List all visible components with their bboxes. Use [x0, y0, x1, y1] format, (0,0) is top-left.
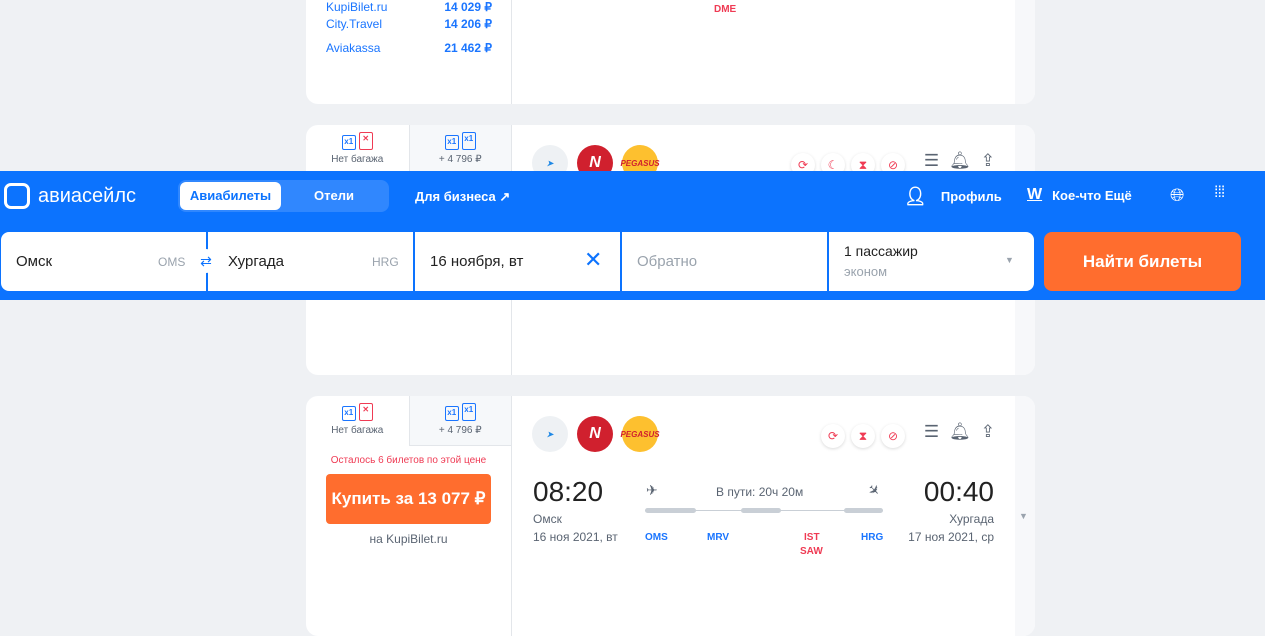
more-logo-icon: W [1027, 186, 1043, 203]
destination-field[interactable]: Хургада HRG [208, 232, 413, 291]
landing-icon: ✈ [864, 480, 885, 500]
arrival-time: 00:40 [923, 476, 994, 507]
expand-chevron-icon[interactable]: ▼ [1019, 511, 1028, 521]
takeoff-icon: ✈ [646, 482, 658, 498]
luggage-icon: x1 [461, 132, 476, 150]
profile-label: Профиль [940, 189, 1002, 204]
hand-bag-icon: x1 [341, 135, 356, 150]
airline-logo-pegasus: PEGASUS [620, 416, 660, 452]
tab-with-baggage[interactable]: x1 x1 + 4 796 ₽ [408, 396, 511, 446]
no-luggage-icon: ✕ [358, 132, 373, 150]
business-link[interactable]: Для бизнеса ↗ [415, 189, 511, 204]
departure-time: 08:20 [533, 476, 604, 507]
depart-date-value: 16 ноября, вт [430, 253, 524, 270]
destination-value: Хургада [228, 253, 284, 270]
ticket-card-1: KupiBilet.ru 14 029 ₽ City.Travel 14 206 ₽… [306, 0, 1035, 104]
stop-oms: OMS [645, 532, 668, 543]
agency-link[interactable]: на KupiBilet.ru [369, 532, 448, 546]
return-placeholder: Обратно [637, 253, 698, 270]
hand-bag-icon: x1 [444, 406, 459, 421]
agency-price: 21 462 ₽ [444, 41, 492, 55]
share-icon[interactable]: ⇪ [980, 151, 995, 170]
tab-label: + 4 796 ₽ [438, 425, 482, 436]
agency-price: 14 206 ₽ [444, 17, 492, 31]
search-button[interactable]: Найти билеты [1044, 232, 1241, 291]
agency-row[interactable]: Aviakassa 21 462 ₽ [326, 41, 492, 55]
destination-iata: HRG [372, 255, 399, 269]
transfer-icon: ⟳ [821, 424, 845, 448]
ticket-card-3: x1 ✕ Нет багажа x1 x1 + 4 796 ₽ Осталось 6 б… [306, 396, 1035, 636]
flight-segment [844, 508, 883, 513]
user-icon: 👤︎ [904, 186, 927, 206]
origin-value: Омск [16, 253, 53, 270]
origin-field[interactable]: Омск OMS [1, 232, 206, 291]
hand-bag-icon: x1 [444, 135, 459, 150]
add-list-icon[interactable]: ☰ [923, 422, 940, 441]
flight-segment [741, 508, 781, 513]
product-tabs: Авиабилеты Отели [178, 180, 389, 212]
more-label: Кое-что Ещё [1052, 187, 1132, 203]
logo[interactable]: авиасейлс [4, 183, 136, 209]
apps-grid-icon[interactable]: ⁞⁞⁞ [1214, 184, 1225, 201]
departure-date: 16 ноя 2021, вт [533, 530, 618, 544]
stop-ist: IST [804, 532, 820, 543]
origin-iata: OMS [158, 255, 186, 269]
flight-segment [645, 508, 696, 513]
logo-icon [4, 183, 30, 209]
agency-list: KupiBilet.ru 14 029 ₽ City.Travel 14 206 ₽… [306, 0, 512, 104]
departure-city: Омск [533, 512, 562, 526]
tab-label: + 4 796 ₽ [438, 154, 482, 165]
airline-logo-1: ➤ [532, 416, 568, 452]
profile-button[interactable]: 👤︎ Профиль [904, 186, 1002, 207]
stop-mrv: MRV [707, 532, 730, 543]
tickets-left-notice: Осталось 6 билетов по этой цене [330, 455, 487, 466]
tab-label: Нет багажа [331, 425, 384, 436]
no-luggage-icon: ✕ [358, 403, 373, 421]
search-header: авиасейлс Авиабилеты Отели Для бизнеса ↗… [0, 171, 1265, 300]
agency-price: 14 029 ₽ [444, 0, 492, 14]
stop-hrg: HRG [861, 532, 884, 543]
share-icon[interactable]: ⇪ [980, 422, 995, 441]
agency-name: Aviakassa [326, 41, 381, 55]
class-value: эконом [844, 264, 888, 279]
tab-no-baggage[interactable]: x1 ✕ Нет багажа [306, 396, 409, 446]
clear-date-icon[interactable]: ✕ [584, 247, 603, 272]
stop-saw: SAW [800, 546, 823, 557]
card-strip [1015, 0, 1035, 104]
tab-with-baggage[interactable]: x1 x1 + 4 796 ₽ [408, 125, 511, 175]
tab-label: Нет багажа [331, 154, 384, 165]
dropdown-arrow-icon: ▼ [1005, 255, 1014, 265]
agency-name: City.Travel [326, 17, 383, 31]
bell-icon[interactable]: 🔔︎ [949, 151, 971, 170]
add-list-icon[interactable]: ☰ [923, 151, 940, 170]
buy-button[interactable]: Купить за 13 077 ₽ [326, 474, 491, 524]
luggage-icon: x1 [461, 403, 476, 421]
passengers-field[interactable]: 1 пассажир эконом ▼ [829, 232, 1034, 291]
return-date-field[interactable]: Обратно [622, 232, 827, 291]
passengers-value: 1 пассажир [844, 243, 918, 259]
no-baggage-icon: ⊘ [881, 424, 905, 448]
logo-text: авиасейлс [38, 184, 137, 207]
agency-row[interactable]: KupiBilet.ru 14 029 ₽ [326, 0, 492, 14]
card-strip [1015, 396, 1035, 636]
tab-hotels[interactable]: Отели [314, 188, 354, 203]
hourglass-icon: ⧗ [851, 424, 875, 448]
swap-button[interactable]: ⇄ [194, 249, 218, 273]
duration: В пути: 20ч 20м [716, 485, 804, 499]
airport-code: DME [714, 4, 737, 15]
arrival-city: Хургада [949, 512, 994, 526]
arrival-date: 17 ноя 2021, ср [908, 530, 994, 544]
agency-row[interactable]: City.Travel 14 206 ₽ [326, 17, 492, 31]
more-button[interactable]: W Кое-что Ещё [1027, 186, 1132, 204]
depart-date-field[interactable]: 16 ноября, вт ✕ [415, 232, 620, 291]
globe-icon[interactable]: 🌐︎ [1170, 185, 1185, 205]
hand-bag-icon: x1 [341, 406, 356, 421]
card-left: x1 ✕ Нет багажа x1 x1 + 4 796 ₽ Осталось 6 б… [306, 396, 512, 636]
agency-name: KupiBilet.ru [326, 0, 388, 14]
tab-flights[interactable]: Авиабилеты [180, 182, 281, 210]
airline-logo-nordwind: N [577, 416, 613, 452]
bell-icon[interactable]: 🔔︎ [949, 422, 971, 441]
tab-no-baggage[interactable]: x1 ✕ Нет багажа [306, 125, 409, 175]
